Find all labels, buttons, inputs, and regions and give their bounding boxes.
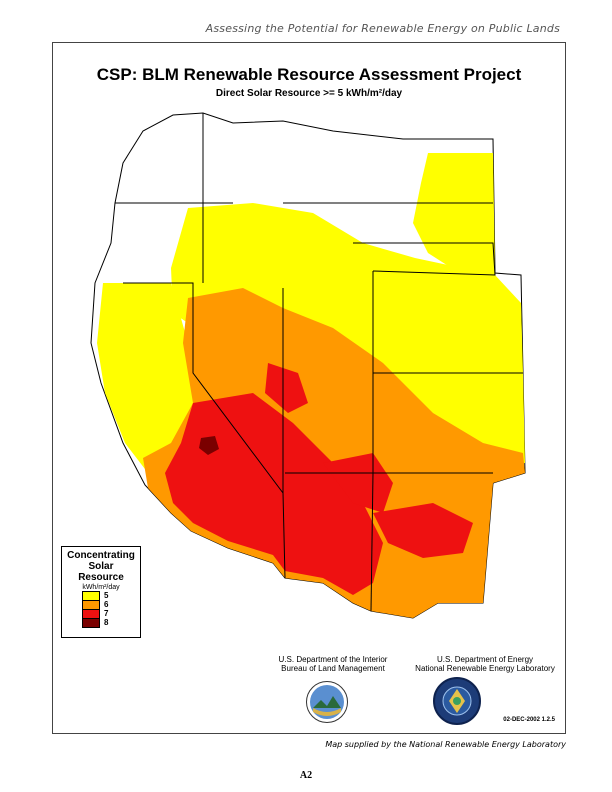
legend-label: 7 (104, 609, 109, 618)
state-boundaries (115, 113, 523, 612)
wy-border (353, 242, 496, 276)
doe-line2: National Renewable Energy Laboratory (415, 664, 555, 673)
legend-label: 5 (104, 591, 109, 600)
blm-agency: U.S. Department of the Interior Bureau o… (258, 655, 408, 673)
map-frame: CSP: BLM Renewable Resource Assessment P… (52, 42, 566, 734)
legend-item: 8 (82, 617, 136, 628)
legend-swatch (82, 617, 100, 628)
date-code: 02-DEC-2002 1.2.5 (503, 717, 555, 723)
resource-zone-7-arizona (323, 453, 393, 513)
resource-zone-8-mojave (199, 436, 219, 455)
page-number: A2 (299, 770, 313, 781)
blm-line1: U.S. Department of the Interior (278, 655, 388, 664)
legend-label: 8 (104, 618, 109, 627)
blm-seal-icon (306, 681, 348, 723)
resource-zone-5-north (413, 153, 495, 275)
running-header: Assessing the Potential for Renewable En… (205, 22, 560, 35)
resource-zone-7-nevada (265, 363, 308, 413)
doe-agency: U.S. Department of Energy National Renew… (405, 655, 565, 673)
map-credit: Map supplied by the National Renewable E… (325, 740, 566, 749)
map-title: CSP: BLM Renewable Resource Assessment P… (96, 65, 522, 84)
legend-label: 6 (104, 600, 109, 609)
blm-line2: Bureau of Land Management (281, 664, 385, 673)
map-subtitle: Direct Solar Resource >= 5 kWh/m²/day (215, 88, 403, 99)
solar-resource-map (90, 112, 526, 619)
legend-title-line2: Solar Resource (78, 561, 124, 583)
doe-seal-icon (433, 677, 481, 725)
legend-unit: kWh/m²/day (82, 584, 120, 591)
az-nm-border (370, 472, 374, 612)
ca-nv-border (123, 282, 286, 579)
legend: Concentrating Solar Resource kWh/m²/day … (61, 546, 141, 638)
resource-zone-7-southwest (165, 393, 383, 595)
resource-zone-7-new-mexico (373, 503, 473, 558)
legend-title-line1: Concentrating (67, 550, 135, 561)
doe-line1: U.S. Department of Energy (436, 655, 534, 664)
